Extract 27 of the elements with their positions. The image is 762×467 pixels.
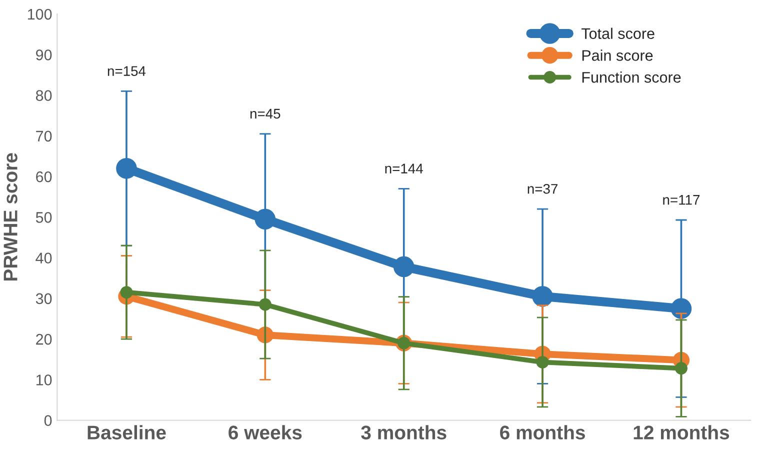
point (670, 298, 692, 319)
y-tick-label: 10 (36, 374, 52, 386)
y-tick-label: 0 (44, 415, 52, 426)
x-tick-label: 3 months (361, 425, 446, 440)
y-tick-label: 60 (36, 171, 52, 182)
y-axis-title: PRWHE score (4, 153, 18, 281)
x-tick-label: Baseline (88, 425, 166, 440)
point (254, 208, 276, 230)
y-tick-label: 40 (36, 252, 52, 264)
y-tick-label: 50 (36, 212, 52, 223)
y-tick-label: 80 (36, 90, 52, 101)
x-tick-label: 12 months (634, 425, 730, 440)
y-tick-label: 70 (36, 130, 52, 142)
y-tick-label: 30 (36, 293, 52, 304)
x-tick-label: 6 months (500, 425, 585, 440)
legend-label: Function score (582, 72, 681, 83)
annotation: n=154 (108, 66, 146, 76)
y-tick-label: 90 (36, 50, 52, 60)
annotation: n=144 (385, 164, 423, 174)
annotation: n=117 (663, 195, 700, 205)
legend-label: Pain score (582, 50, 653, 61)
annotation: n=45 (250, 108, 280, 119)
x-tick-label: 6 weeks (228, 425, 302, 440)
y-tick-label: 20 (36, 334, 52, 345)
legend-label: Total score (581, 28, 654, 39)
annotation: n=37 (528, 184, 558, 194)
y-tick-label: 100 (28, 8, 52, 20)
